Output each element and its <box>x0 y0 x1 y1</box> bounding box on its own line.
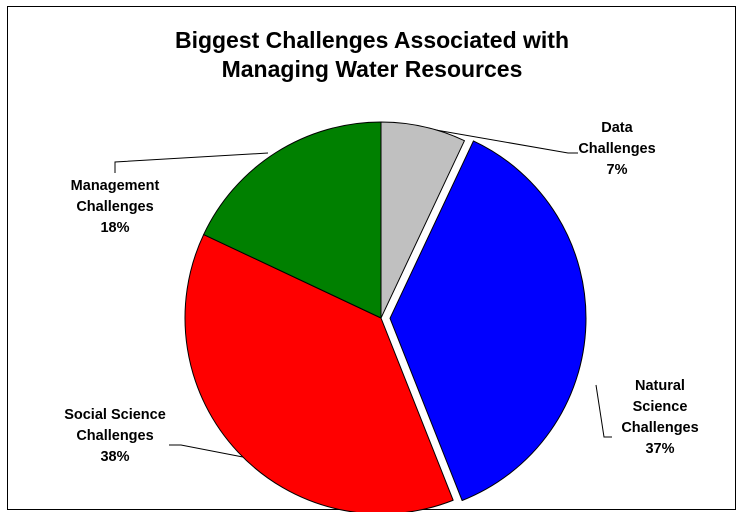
slice-label-management: Management Challenges 18% <box>71 176 160 239</box>
slice-label-data-line-2: Challenges <box>578 141 656 157</box>
chart-title-line-1: Biggest Challenges Associated with <box>174 27 570 53</box>
pie-slice-natural <box>389 140 587 502</box>
pie-slices <box>184 121 587 512</box>
slice-label-social-line-1: Social Science <box>64 407 166 423</box>
leader-line-natural <box>595 384 612 438</box>
leader-lines <box>114 128 612 459</box>
chart-title-line-2: Managing Water Resources <box>221 56 523 82</box>
slice-label-natural-line-1: Natural <box>635 378 685 394</box>
slice-value-management: 18% <box>100 220 130 236</box>
slice-value-data: 7% <box>606 162 628 178</box>
pie-slice-management <box>203 121 382 319</box>
slice-value-natural: 37% <box>645 441 675 457</box>
slice-label-data-line-1: Data <box>601 120 633 136</box>
slice-label-management-line-2: Challenges <box>76 199 154 215</box>
leader-line-data <box>429 128 578 154</box>
chart-title: Biggest Challenges Associated with Manag… <box>0 26 744 84</box>
pie-slice-social <box>184 234 454 512</box>
slice-value-social: 38% <box>100 449 130 465</box>
slice-label-natural-line-2: Science <box>632 399 688 415</box>
slice-label-natural-line-3: Challenges <box>621 420 699 436</box>
slice-label-natural: Natural Science Challenges 37% <box>621 376 698 460</box>
leader-line-management <box>114 152 269 173</box>
leader-line-social <box>169 444 249 459</box>
slice-label-social: Social Science Challenges 38% <box>64 405 166 468</box>
slice-label-management-line-1: Management <box>70 178 160 194</box>
slice-label-data: Data Challenges 7% <box>578 118 655 181</box>
slice-label-social-line-2: Challenges <box>76 428 154 444</box>
